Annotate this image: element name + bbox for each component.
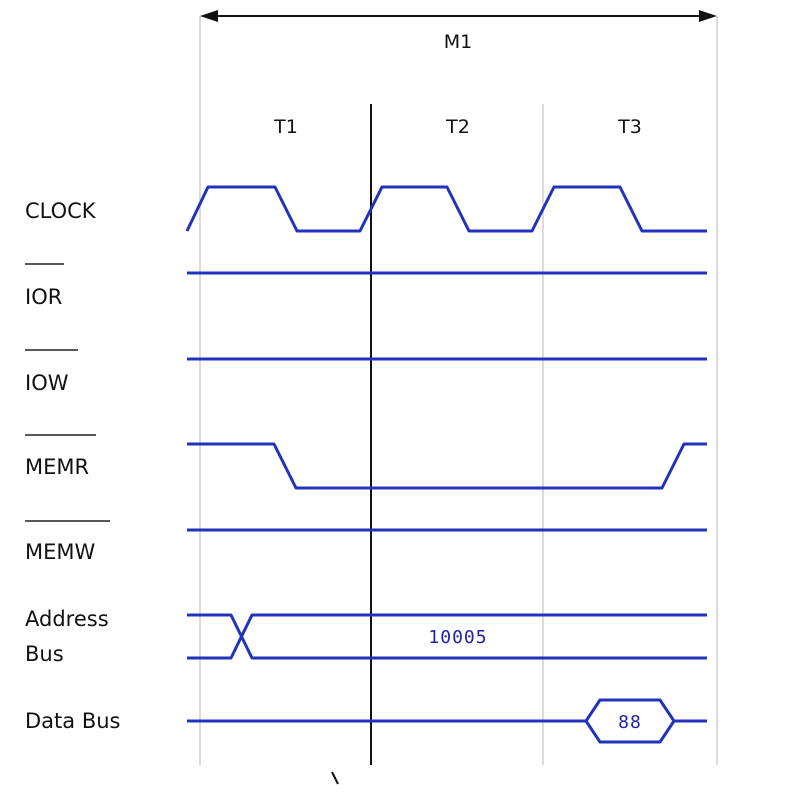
address-bus-label-line2: Bus (25, 642, 64, 666)
address-value: 10005 (428, 627, 487, 648)
ior-label: IOR (25, 285, 62, 309)
t1-label: T1 (273, 116, 298, 138)
t3-label: T3 (617, 116, 642, 138)
t2-label: T2 (445, 116, 470, 138)
clock-label: CLOCK (25, 199, 97, 223)
data-value: 88 (618, 712, 642, 733)
data-bus-label: Data Bus (25, 709, 120, 733)
m1-label: M1 (444, 31, 472, 53)
address-bus-waveform (187, 613, 707, 660)
m1-span-arrow (200, 10, 717, 22)
memr-label: MEMR (25, 455, 89, 479)
scan-artifact (331, 771, 339, 785)
clock-waveform (185, 185, 707, 233)
address-bus-label-line1: Address (25, 607, 109, 631)
memr-waveform (187, 442, 707, 490)
memw-label: MEMW (25, 540, 96, 564)
data-bus-waveform (187, 698, 707, 744)
iow-label: IOW (25, 371, 69, 395)
